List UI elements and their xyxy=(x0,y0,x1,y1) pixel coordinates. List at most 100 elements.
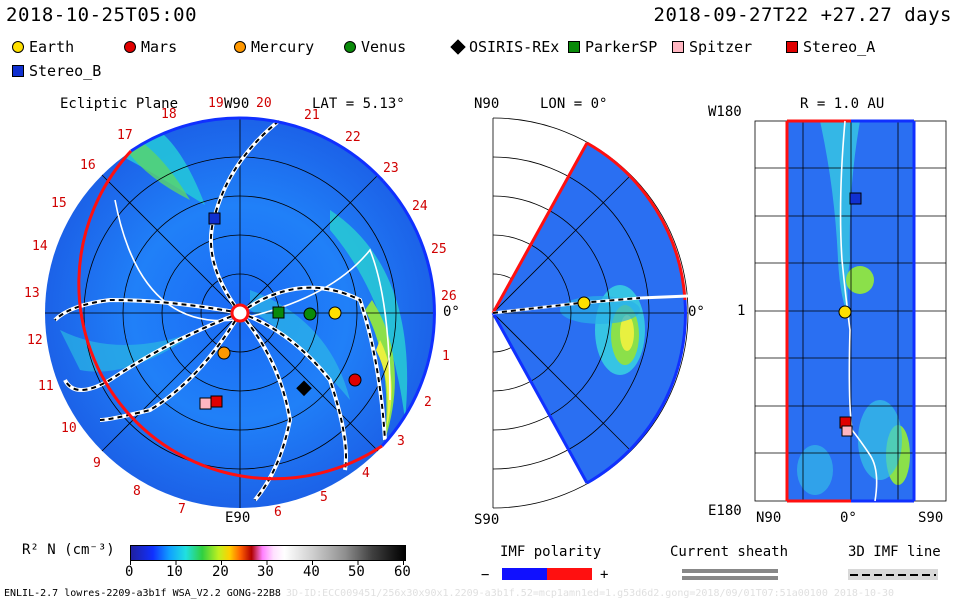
colorbar-tick-label: 50 xyxy=(348,564,365,580)
sector-number: 25 xyxy=(431,242,447,257)
legend-item-spitzer: Spitzer xyxy=(672,38,752,56)
legend: Earth Mars Mercury Venus OSIRIS-REx Park… xyxy=(12,38,952,84)
ecliptic-lat-label: LAT = 5.13° xyxy=(312,96,405,112)
sector-number: 26 xyxy=(441,289,457,304)
sector-number: 23 xyxy=(383,161,399,176)
radial-mid-left: 1 xyxy=(737,303,746,319)
earth-meridional-marker-icon xyxy=(577,296,591,310)
legend-item-parkersp: ParkerSP xyxy=(568,38,657,56)
sector-number: 10 xyxy=(61,421,77,436)
stereo-b-ecliptic-marker-icon xyxy=(208,212,221,225)
ecliptic-bottom-label: E90 xyxy=(225,510,251,526)
meridional-features xyxy=(560,285,645,375)
current-sheath-title: Current sheath xyxy=(670,544,789,560)
colorbar-tick-label: 60 xyxy=(394,564,411,580)
sector-number: 19 xyxy=(208,96,224,111)
meridional-bottom-left: S90 xyxy=(474,512,500,528)
sector-number: 16 xyxy=(80,158,96,173)
radial-bottom-left: E180 xyxy=(708,503,742,519)
run-time: 2018-09-27T22 +27.27 days xyxy=(653,4,952,26)
mercury-ecliptic-marker-icon xyxy=(217,346,231,360)
legend-item-mercury: Mercury xyxy=(234,38,314,56)
current-sheath-line-1 xyxy=(682,569,778,573)
mars-marker-icon xyxy=(124,41,136,53)
earth-ecliptic-marker-icon xyxy=(328,306,342,320)
legend-item-stereo-a: Stereo_A xyxy=(786,38,875,56)
sector-number: 4 xyxy=(362,466,370,481)
parkersp-ecliptic-marker-icon xyxy=(272,306,285,319)
meridional-edge-top xyxy=(491,142,589,314)
ecliptic-top-label: W90 xyxy=(224,96,250,112)
imf-line-title: 3D IMF line xyxy=(848,544,941,560)
osiris-rex-ecliptic-marker-icon xyxy=(296,380,312,397)
sector-number: 24 xyxy=(412,199,428,214)
legend-item-venus: Venus xyxy=(344,38,406,56)
simulation-time: 2018-10-25T05:00 xyxy=(6,4,198,26)
spitzer-ecliptic-marker-icon xyxy=(199,397,212,410)
spitzer-radial-marker-icon xyxy=(841,425,853,437)
sector-number: 20 xyxy=(256,96,272,111)
colorbar-tick-label: 40 xyxy=(303,564,320,580)
legend-item-stereo-b: Stereo_B xyxy=(12,62,101,80)
sector-number: 12 xyxy=(27,333,43,348)
meridional-ring-negative xyxy=(586,141,687,301)
sector-number: 14 xyxy=(32,239,48,254)
radial-axis-n90: N90 xyxy=(756,510,782,526)
radial-axis-zero: 0° xyxy=(840,510,857,526)
sector-number: 11 xyxy=(38,379,54,394)
imf-polarity-title: IMF polarity xyxy=(500,544,602,560)
meridional-top-left: N90 xyxy=(474,96,500,112)
ecliptic-ring-positive-2 xyxy=(380,179,436,448)
colorbar-tick-label: 30 xyxy=(257,564,274,580)
sector-number: 17 xyxy=(117,128,133,143)
sun-marker-icon xyxy=(230,303,250,323)
ecliptic-right-label: 0° xyxy=(443,304,460,320)
imf-polarity-minus: − xyxy=(481,567,490,583)
meridional-edge-bottom xyxy=(491,312,589,484)
venus-ecliptic-marker-icon xyxy=(303,307,317,321)
meridional-right-label: 0° xyxy=(688,304,705,320)
run-id-footer: 3D-ID:ECC009451/256x30x90x1.2209-a3b1f.5… xyxy=(286,588,895,599)
sector-number: 21 xyxy=(304,108,320,123)
sector-number: 7 xyxy=(178,502,186,517)
earth-marker-icon xyxy=(12,41,24,53)
colorbar-tick-label: 10 xyxy=(166,564,183,580)
colorbar-ticks xyxy=(130,560,404,566)
ecliptic-title: Ecliptic Plane xyxy=(60,96,179,112)
ecliptic-ring-negative xyxy=(77,149,383,481)
ecliptic-ring-positive xyxy=(130,116,385,183)
radial-title: R = 1.0 AU xyxy=(800,96,885,112)
current-sheet-line xyxy=(114,199,391,401)
radial-current-sheet-line xyxy=(839,120,878,502)
meridional-title: LON = 0° xyxy=(540,96,608,112)
colorbar-tick-label: 20 xyxy=(212,564,229,580)
legend-item-osiris-rex: OSIRIS-REx xyxy=(450,38,559,56)
imf-polarity-plus: + xyxy=(600,567,609,583)
mars-ecliptic-marker-icon xyxy=(348,373,362,387)
stereo-b-radial-marker-icon xyxy=(849,192,862,205)
imf-polarity-positive-swatch xyxy=(547,568,592,580)
colorbar-tick-label: 0 xyxy=(125,564,134,580)
mercury-marker-icon xyxy=(234,41,246,53)
sector-number: 13 xyxy=(24,286,40,301)
sector-number: 22 xyxy=(345,130,361,145)
sector-number: 6 xyxy=(274,505,282,520)
radial-top-left: W180 xyxy=(708,104,742,120)
imf-polarity-negative-swatch xyxy=(502,568,547,580)
model-footer: ENLIL-2.7 lowres-2209-a3b1f WSA_V2.2 GON… xyxy=(4,588,281,599)
venus-marker-icon xyxy=(344,41,356,53)
stereo-a-marker-icon xyxy=(786,41,798,53)
spitzer-marker-icon xyxy=(672,41,684,53)
stereo-b-marker-icon xyxy=(12,65,24,77)
imf-line-swatch xyxy=(850,574,936,576)
sector-number: 2 xyxy=(424,395,432,410)
sector-number: 3 xyxy=(397,434,405,449)
sector-number: 15 xyxy=(51,196,67,211)
meridional-ring-positive xyxy=(586,299,687,485)
sector-number: 8 xyxy=(133,484,141,499)
legend-item-mars: Mars xyxy=(124,38,177,56)
earth-radial-marker-icon xyxy=(838,305,852,319)
